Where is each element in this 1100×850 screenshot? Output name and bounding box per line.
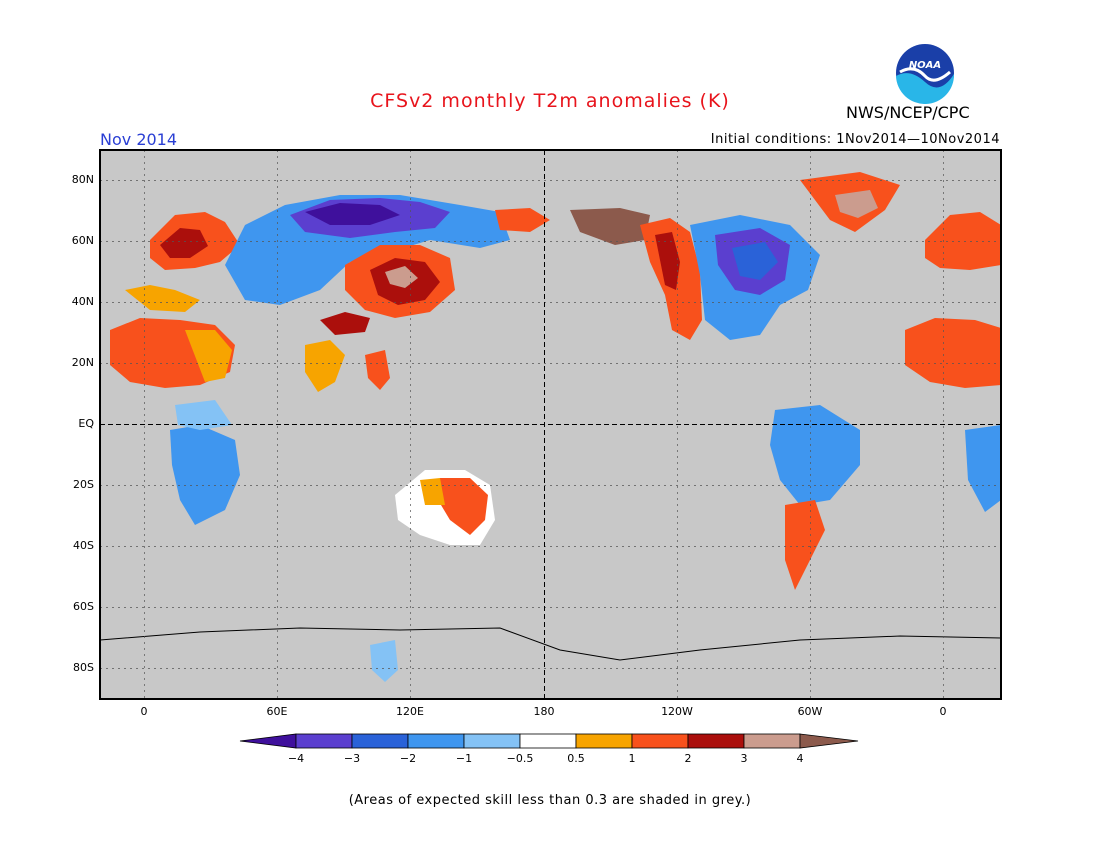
- equator-dateline: [100, 150, 1001, 699]
- antarctica-coast: [100, 627, 1001, 699]
- sahara-orange: [185, 330, 232, 382]
- africa-right-warm: [905, 318, 1001, 388]
- bering-warm: [495, 208, 550, 232]
- noaa-logo-text: NOAA: [909, 60, 941, 71]
- europe-warm-core: [160, 228, 208, 258]
- agency-label: NWS/NCEP/CPC: [846, 103, 970, 122]
- lat-label: 20N: [71, 356, 94, 369]
- colorbar-max-arrow: [799, 733, 859, 749]
- lon-label: 0: [140, 705, 148, 718]
- lon-label: 180: [533, 705, 555, 718]
- indochina-warm: [365, 350, 390, 390]
- australia-warm: [438, 478, 488, 535]
- greenland-core: [835, 190, 878, 218]
- colorbar-tick: −0.5: [506, 752, 534, 765]
- europe-south: [125, 285, 200, 312]
- antarctica-cool: [370, 640, 398, 682]
- africa-south-cool: [170, 425, 240, 525]
- africa-central-light: [175, 400, 232, 430]
- month-label: Nov 2014: [100, 130, 178, 149]
- colorbar-tick: 3: [740, 752, 748, 765]
- lat-label: 40S: [73, 539, 94, 552]
- grid-lines: [100, 150, 1001, 699]
- africa-right-cool: [965, 425, 1001, 512]
- siberia-coldest: [305, 203, 400, 225]
- footnote: (Areas of expected skill less than 0.3 a…: [348, 793, 752, 808]
- lat-label: 20S: [73, 478, 94, 491]
- colorbar-tick: −3: [343, 752, 361, 765]
- alaska-brown: [570, 208, 650, 245]
- india-warm: [305, 340, 345, 392]
- lat-label: 60S: [73, 600, 94, 613]
- colorbar-tick: 1: [628, 752, 636, 765]
- na-cold-core: [732, 242, 778, 280]
- lon-label: 0: [939, 705, 947, 718]
- tibet-anomaly: [320, 312, 370, 335]
- australia-warm-orange: [420, 478, 445, 505]
- na-west-deep: [655, 232, 680, 290]
- china-extreme: [385, 266, 418, 288]
- colorbar-tick: −1: [455, 752, 473, 765]
- colorbar-min-arrow: [239, 733, 297, 749]
- lon-label: 60W: [797, 705, 823, 718]
- lat-label: 80S: [73, 661, 94, 674]
- sa-south-warm: [785, 500, 825, 590]
- colorbar-tick: 4: [796, 752, 804, 765]
- colorbar-tick: 0.5: [567, 752, 585, 765]
- lat-label: EQ: [78, 417, 94, 430]
- chart-title: CFSv2 monthly T2m anomalies (K): [370, 90, 730, 112]
- initial-conditions: Initial conditions: 1Nov2014—10Nov2014: [710, 132, 1000, 147]
- lon-label: 120W: [661, 705, 693, 718]
- colorbar-tick: −4: [287, 752, 305, 765]
- colorbar-tick: −2: [399, 752, 417, 765]
- lat-label: 80N: [71, 173, 94, 186]
- lat-label: 60N: [71, 234, 94, 247]
- lon-label: 60E: [266, 705, 288, 718]
- europe-right-anomaly: [925, 212, 1001, 270]
- sa-brazil-cool: [770, 405, 860, 505]
- lon-label: 120E: [396, 705, 424, 718]
- noaa-logo-icon: NOAA: [895, 43, 955, 104]
- lat-label: 40N: [71, 295, 94, 308]
- colorbar: [239, 733, 859, 749]
- map-frame: [99, 149, 1002, 700]
- colorbar-tick: 2: [684, 752, 692, 765]
